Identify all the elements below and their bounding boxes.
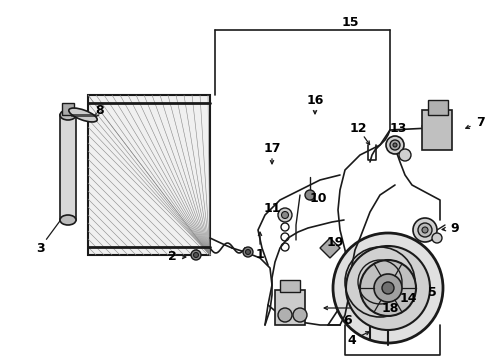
Circle shape <box>382 282 394 294</box>
Bar <box>60 115 76 220</box>
Circle shape <box>245 249 250 255</box>
Bar <box>280 280 300 292</box>
Circle shape <box>191 250 201 260</box>
Text: 7: 7 <box>476 116 485 129</box>
Circle shape <box>346 246 430 330</box>
Circle shape <box>194 252 198 257</box>
Text: 9: 9 <box>451 221 459 234</box>
Bar <box>88 95 210 255</box>
Circle shape <box>386 136 404 154</box>
Text: 10: 10 <box>309 192 327 204</box>
Bar <box>275 290 305 325</box>
Text: 17: 17 <box>263 141 281 154</box>
Text: 16: 16 <box>306 94 324 107</box>
Circle shape <box>418 223 432 237</box>
Circle shape <box>422 227 428 233</box>
Text: 19: 19 <box>326 235 343 248</box>
Circle shape <box>305 190 315 200</box>
Circle shape <box>374 274 402 302</box>
Ellipse shape <box>60 110 76 120</box>
Bar <box>62 103 74 115</box>
Circle shape <box>413 218 437 242</box>
Text: 14: 14 <box>399 292 417 305</box>
Circle shape <box>293 308 307 322</box>
Ellipse shape <box>60 215 76 225</box>
Text: 13: 13 <box>390 122 407 135</box>
Circle shape <box>393 143 397 147</box>
Text: 1: 1 <box>256 248 265 261</box>
Bar <box>428 100 448 115</box>
Text: 12: 12 <box>349 122 367 135</box>
Ellipse shape <box>69 108 97 122</box>
Text: 3: 3 <box>36 242 44 255</box>
Circle shape <box>333 233 443 343</box>
Text: 18: 18 <box>381 302 399 315</box>
Circle shape <box>399 149 411 161</box>
Text: 5: 5 <box>428 285 437 298</box>
Text: 4: 4 <box>347 333 356 346</box>
Circle shape <box>390 140 400 150</box>
Text: 8: 8 <box>96 104 104 117</box>
Circle shape <box>278 308 292 322</box>
Text: 11: 11 <box>263 202 281 215</box>
Circle shape <box>432 233 442 243</box>
Text: 2: 2 <box>168 251 176 264</box>
Bar <box>422 110 452 150</box>
Circle shape <box>278 208 292 222</box>
Circle shape <box>281 211 289 219</box>
Circle shape <box>243 247 253 257</box>
Polygon shape <box>320 238 340 258</box>
Text: 15: 15 <box>341 15 359 28</box>
Circle shape <box>360 260 416 316</box>
Text: 6: 6 <box>343 314 352 327</box>
